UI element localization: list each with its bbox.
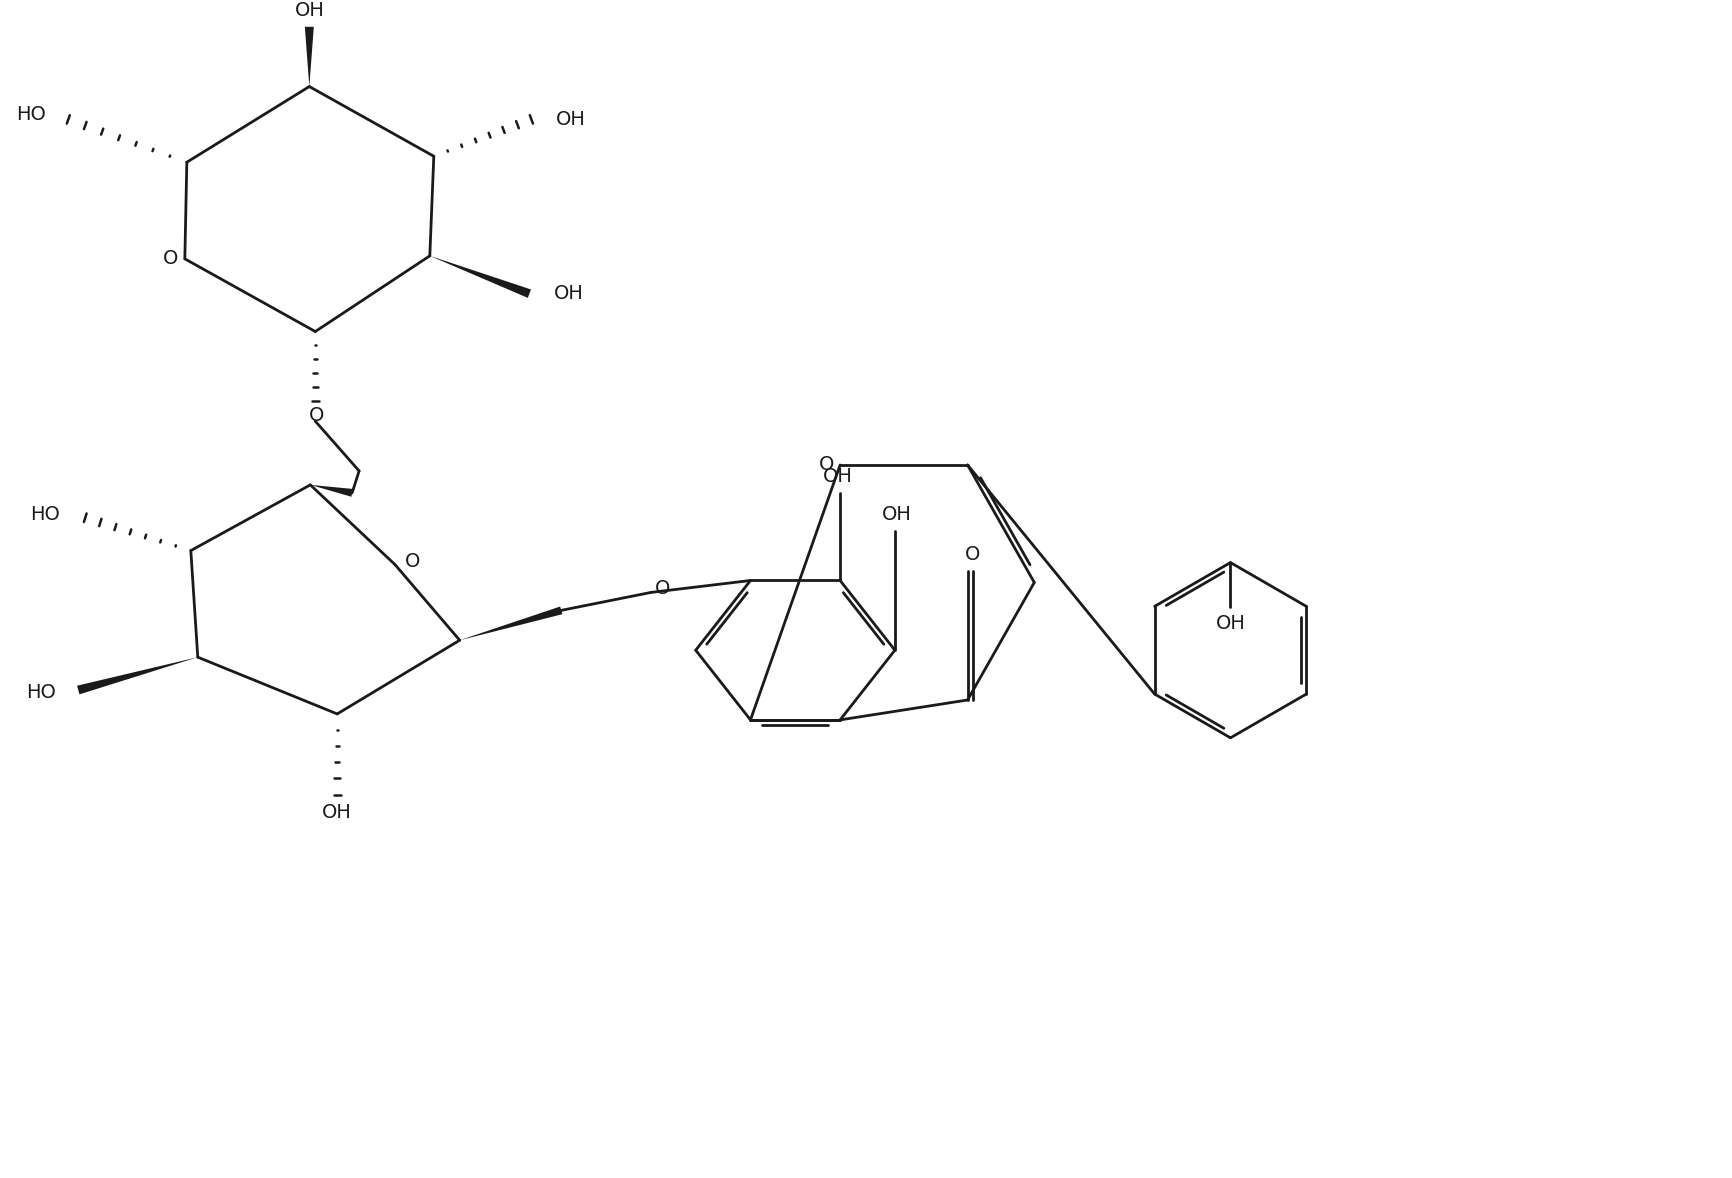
Text: O: O bbox=[163, 250, 178, 269]
Polygon shape bbox=[76, 657, 197, 694]
Text: OH: OH bbox=[554, 284, 584, 303]
Text: OH: OH bbox=[882, 505, 911, 524]
Polygon shape bbox=[305, 27, 313, 86]
Polygon shape bbox=[430, 256, 530, 298]
Text: OH: OH bbox=[823, 468, 852, 487]
Text: HO: HO bbox=[31, 505, 61, 524]
Text: OH: OH bbox=[556, 110, 585, 128]
Polygon shape bbox=[459, 607, 563, 640]
Text: O: O bbox=[308, 405, 324, 425]
Polygon shape bbox=[310, 485, 353, 497]
Text: OH: OH bbox=[1214, 614, 1245, 633]
Text: O: O bbox=[405, 552, 421, 571]
Text: O: O bbox=[655, 578, 670, 598]
Text: HO: HO bbox=[26, 682, 57, 702]
Text: OH: OH bbox=[294, 1, 324, 20]
Text: OH: OH bbox=[322, 803, 352, 822]
Text: HO: HO bbox=[17, 105, 47, 124]
Text: O: O bbox=[965, 545, 980, 564]
Text: O: O bbox=[818, 456, 833, 475]
